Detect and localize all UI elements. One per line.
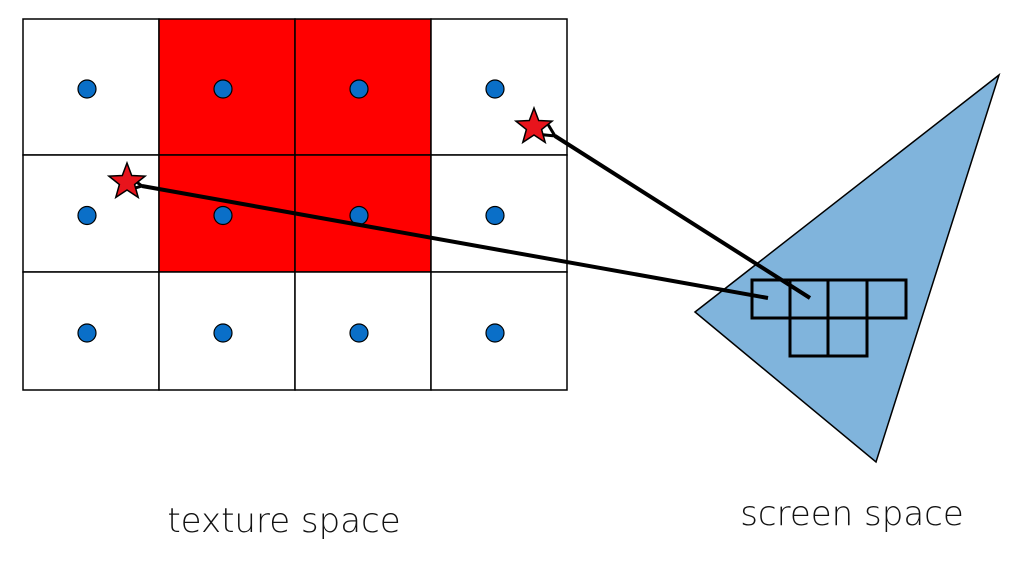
- texel-center-dot-icon: [213, 323, 233, 343]
- screen-pixel-grid: [750, 278, 908, 358]
- texture-grid: [22, 18, 568, 391]
- texel: [430, 154, 568, 273]
- texel-center-dot-icon: [485, 205, 505, 226]
- texel-center-dot-icon: [349, 79, 369, 99]
- texel-center-dot-icon: [77, 205, 97, 226]
- screen-pixel: [826, 316, 869, 358]
- texel-center-dot-icon: [213, 205, 233, 226]
- texture-cells: [22, 18, 568, 391]
- texel-center-dot-icon: [77, 323, 97, 343]
- texel-center-dot-icon: [485, 79, 505, 99]
- sample-point-star-icon: [106, 160, 148, 200]
- screen-pixel: [865, 278, 908, 320]
- texel-center-dot-icon: [77, 79, 97, 99]
- screen-space-label: screen space: [740, 494, 964, 534]
- texel-centers: [77, 79, 505, 343]
- texel-center-dot-icon: [349, 323, 369, 343]
- mapping-arrow: [142, 186, 769, 300]
- screen-triangle: [693, 72, 1001, 464]
- sample-point-star-icon: [513, 105, 555, 145]
- texel-center-dot-icon: [485, 323, 505, 343]
- mapping-arrow: [555, 136, 812, 300]
- texture-space-label: texture space: [167, 501, 400, 541]
- texel-center-dot-icon: [213, 79, 233, 99]
